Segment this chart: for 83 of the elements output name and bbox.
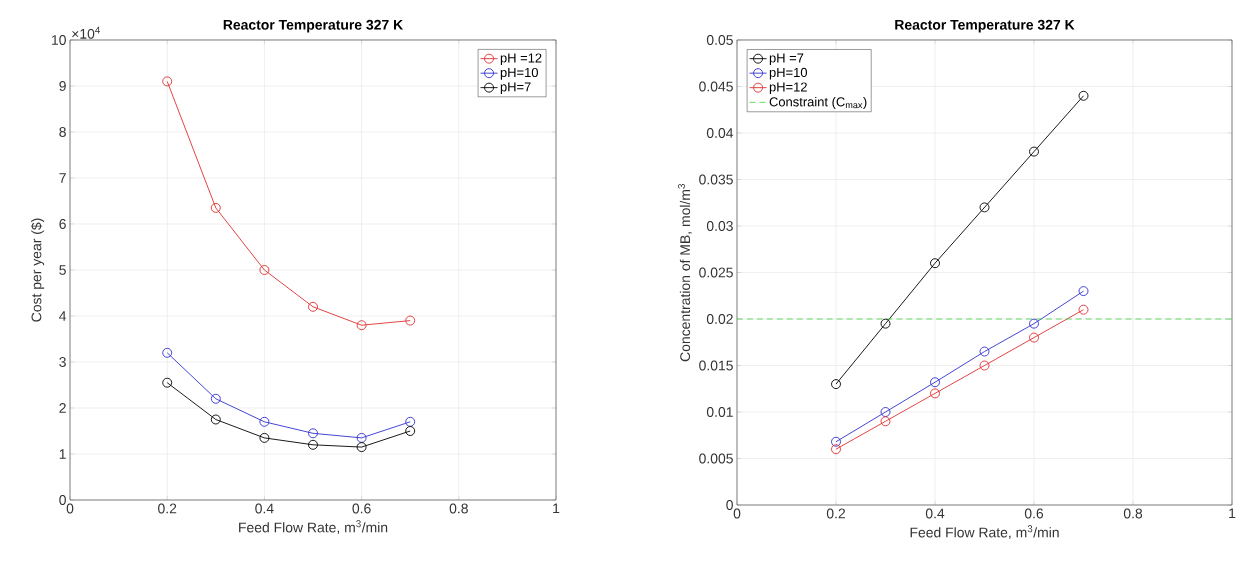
point — [405, 315, 416, 326]
x-tick-label: 0 — [66, 503, 74, 514]
point — [210, 393, 221, 404]
point — [356, 320, 367, 331]
point — [1029, 146, 1039, 157]
point — [162, 377, 173, 388]
point — [1029, 318, 1039, 329]
legend-label: pH =12 — [500, 53, 542, 66]
y-tick-label: 9 — [59, 81, 66, 91]
x-tick-label: 0.2 — [826, 508, 846, 519]
y-tick-label: 1 — [59, 449, 66, 459]
point — [979, 202, 990, 213]
legend-label: pH=10 — [769, 67, 808, 80]
y-tick-label: 3 — [59, 357, 66, 367]
point — [405, 426, 416, 436]
point — [210, 202, 221, 213]
point — [930, 377, 940, 388]
point — [831, 379, 841, 390]
point — [356, 442, 367, 453]
y-tick-label: 8 — [59, 127, 66, 137]
x-tick-label: 0.8 — [449, 503, 468, 514]
y-axis-title: Concentration of MB, mol/m$^{3}$ — [677, 184, 692, 362]
point — [930, 258, 940, 269]
point — [930, 388, 940, 399]
point — [259, 265, 270, 275]
legend-label: pH=7 — [500, 82, 531, 95]
point — [1078, 304, 1089, 315]
point — [880, 407, 891, 417]
point — [356, 432, 367, 443]
legend-label: pH=10 — [500, 67, 538, 80]
point — [308, 439, 318, 450]
point — [210, 414, 221, 425]
y-tick-label: 4 — [59, 311, 67, 321]
y-tick-label: 0.015 — [699, 360, 733, 371]
point — [1078, 286, 1089, 297]
y-tick-label: 0.025 — [699, 267, 733, 278]
y-tick-label: 10 — [52, 35, 66, 45]
y-tick-label: 0.02 — [706, 314, 733, 324]
point — [979, 346, 990, 357]
point — [880, 416, 891, 427]
text: ×10$^{4}$ — [72, 26, 100, 39]
point — [259, 432, 270, 443]
point — [1078, 90, 1089, 101]
x-tick-label: 0.6 — [1024, 508, 1044, 519]
point — [1029, 332, 1039, 343]
y-tick-label: 0.035 — [699, 174, 733, 185]
y-tick-label: 0.03 — [706, 221, 733, 231]
y-tick-label: 6 — [59, 219, 66, 229]
x-tick-label: 1 — [553, 503, 560, 514]
legend-label: pH=12 — [769, 82, 807, 95]
point — [405, 416, 416, 427]
point — [880, 318, 891, 329]
x-tick-label: 0.8 — [1123, 508, 1143, 519]
y-tick-label: 0.01 — [706, 407, 733, 417]
x-tick-label: 1 — [1229, 508, 1236, 519]
chart-title: Reactor Temperature 327 K — [223, 19, 404, 33]
y-tick-label: 0 — [59, 495, 66, 505]
x-tick-label: 0.4 — [255, 503, 274, 514]
y-tick-label: 0.05 — [706, 35, 733, 45]
y-tick-label: 7 — [59, 173, 66, 183]
y-tick-label: 0.045 — [699, 81, 733, 92]
point — [162, 347, 173, 358]
x-tick-label: 0.6 — [352, 503, 371, 514]
point — [831, 436, 841, 447]
x-tick-label: 0 — [733, 508, 741, 519]
x-tick-label: 0.4 — [925, 508, 945, 519]
legend-label: pH =7 — [769, 53, 804, 66]
legend-label: Constraint (C$_{max}$) — [769, 96, 867, 109]
y-tick-label: 2 — [59, 403, 66, 413]
x-axis-title: Feed Flow Rate, m$^{3}$/min — [239, 520, 388, 535]
y-tick-label: 5 — [59, 265, 66, 275]
y-axis-title: Cost per year ($) — [30, 218, 45, 322]
point — [831, 444, 841, 455]
point — [308, 301, 318, 312]
x-tick-label: 0.2 — [158, 503, 177, 514]
point — [259, 416, 270, 427]
point — [162, 76, 173, 87]
point — [308, 428, 318, 439]
chart-title: Reactor Temperature 327 K — [895, 19, 1075, 33]
y-tick-label: 0.04 — [706, 128, 734, 138]
y-tick-label: 0.005 — [699, 453, 733, 464]
x-axis-title: Feed Flow Rate, m$^{3}$/min — [910, 525, 1059, 540]
point — [979, 360, 990, 371]
